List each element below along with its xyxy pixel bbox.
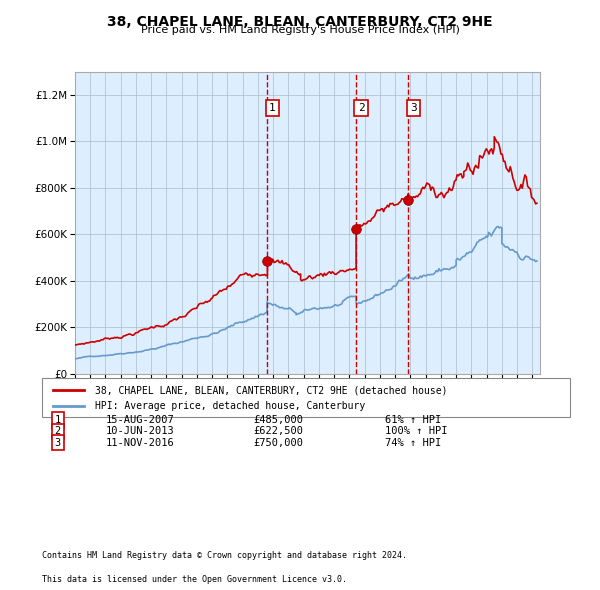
Text: 38, CHAPEL LANE, BLEAN, CANTERBURY, CT2 9HE (detached house): 38, CHAPEL LANE, BLEAN, CANTERBURY, CT2 …: [95, 385, 448, 395]
Text: 15-AUG-2007: 15-AUG-2007: [106, 415, 174, 425]
Text: This data is licensed under the Open Government Licence v3.0.: This data is licensed under the Open Gov…: [42, 575, 347, 584]
Text: £750,000: £750,000: [253, 438, 303, 448]
Text: 1: 1: [55, 415, 61, 425]
Text: 3: 3: [55, 438, 61, 448]
Text: 61% ↑ HPI: 61% ↑ HPI: [385, 415, 442, 425]
Text: 2: 2: [358, 103, 364, 113]
Text: 74% ↑ HPI: 74% ↑ HPI: [385, 438, 442, 448]
Text: 10-JUN-2013: 10-JUN-2013: [106, 427, 174, 437]
Text: Contains HM Land Registry data © Crown copyright and database right 2024.: Contains HM Land Registry data © Crown c…: [42, 551, 407, 560]
Text: £622,500: £622,500: [253, 427, 303, 437]
FancyBboxPatch shape: [42, 378, 570, 417]
Text: Price paid vs. HM Land Registry's House Price Index (HPI): Price paid vs. HM Land Registry's House …: [140, 25, 460, 35]
Text: £485,000: £485,000: [253, 415, 303, 425]
Text: 11-NOV-2016: 11-NOV-2016: [106, 438, 174, 448]
Text: 1: 1: [269, 103, 275, 113]
Text: 38, CHAPEL LANE, BLEAN, CANTERBURY, CT2 9HE: 38, CHAPEL LANE, BLEAN, CANTERBURY, CT2 …: [107, 15, 493, 29]
Text: 3: 3: [410, 103, 417, 113]
Text: 2: 2: [55, 427, 61, 437]
Text: 100% ↑ HPI: 100% ↑ HPI: [385, 427, 448, 437]
Text: HPI: Average price, detached house, Canterbury: HPI: Average price, detached house, Cant…: [95, 401, 365, 411]
